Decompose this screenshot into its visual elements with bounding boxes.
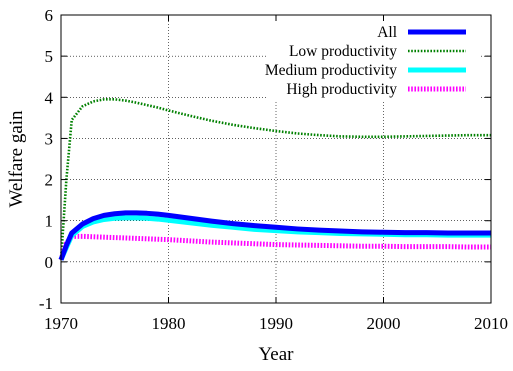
y-tick-label: 3 (45, 129, 54, 148)
y-tick-label: -1 (39, 294, 53, 313)
series-line-high-productivity (58, 233, 491, 261)
legend-label: All (377, 24, 397, 41)
series-line-all (58, 210, 491, 261)
legend-label: Medium productivity (265, 62, 397, 79)
x-tick-label: 1980 (152, 314, 186, 333)
y-axis-title: Welfare gain (6, 110, 27, 208)
plot-series (58, 98, 491, 261)
x-tick-label: 1990 (259, 314, 293, 333)
y-tick-label: 5 (45, 47, 54, 66)
legend-label: Low productivity (289, 43, 397, 60)
legend-label: High productivity (286, 81, 397, 98)
series-line-low-productivity (59, 98, 491, 260)
y-tick-label: 1 (45, 212, 54, 231)
x-tick-label: 1970 (44, 314, 78, 333)
legend: All Low productivity Medium productivity Hi… (265, 24, 466, 98)
x-tick-label: 2010 (474, 314, 508, 333)
x-axis-title: Year (258, 344, 294, 365)
x-tick-label: 2000 (367, 314, 401, 333)
y-tick-label: 0 (45, 253, 54, 272)
series-line-medium-productivity (58, 215, 491, 261)
y-tick-label: 6 (45, 6, 54, 25)
axis-ticks: 1970 1980 1990 2000 2010 -1 0 1 2 3 4 5 6 (39, 6, 508, 333)
y-tick-label: 4 (45, 88, 54, 107)
y-tick-label: 2 (45, 171, 54, 190)
